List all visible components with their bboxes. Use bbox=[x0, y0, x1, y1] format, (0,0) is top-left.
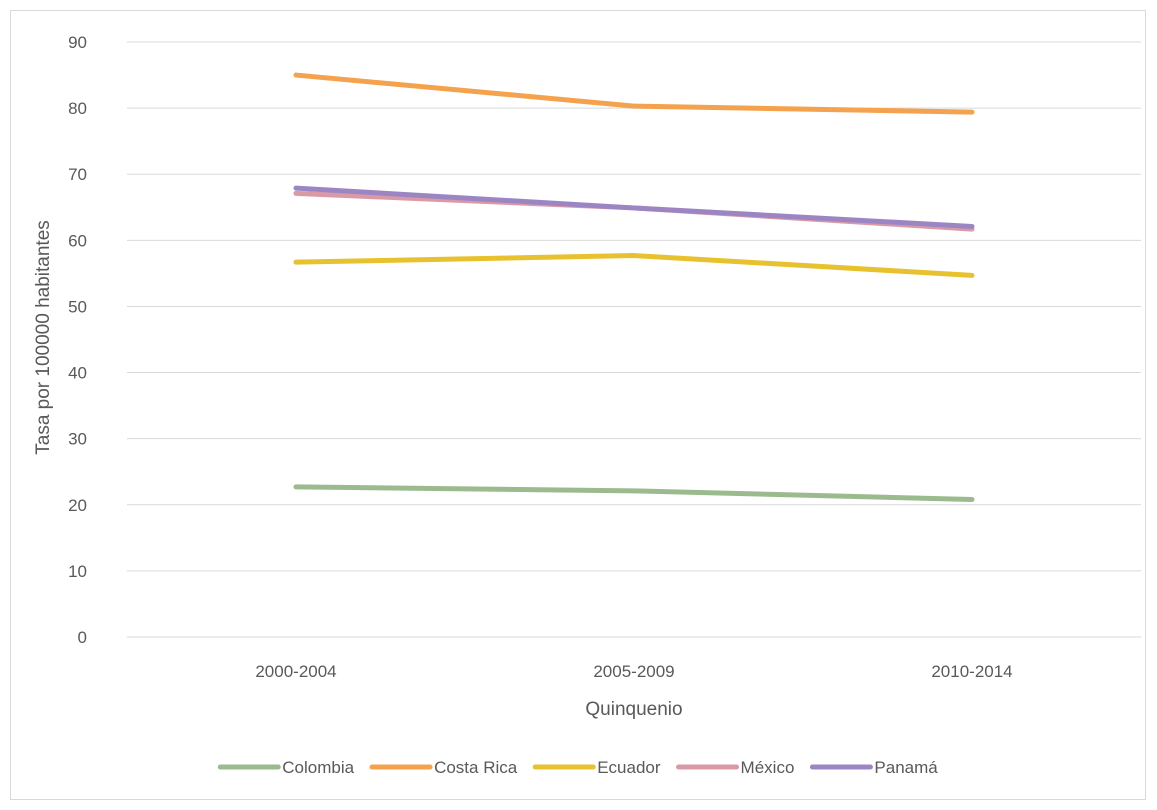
legend-item: Colombia bbox=[217, 758, 355, 777]
series-line-panama bbox=[293, 185, 975, 229]
legend-label: Colombia bbox=[282, 758, 354, 777]
y-tick-label: 90 bbox=[68, 33, 87, 52]
series-line-costa-rica bbox=[293, 72, 975, 115]
chart-area: 0 10 20 30 40 50 60 70 80 90 2000-2004 2005-2009 20… bbox=[10, 10, 1146, 800]
y-tick-label: 30 bbox=[68, 430, 87, 449]
y-tick-label: 40 bbox=[68, 364, 87, 383]
y-axis-title: Tasa por 100000 habitantes bbox=[33, 220, 54, 455]
legend: Colombia Costa Rica Ecuador México Panamá bbox=[217, 758, 938, 777]
legend-item: Costa Rica bbox=[369, 758, 518, 777]
legend-item: Panamá bbox=[809, 758, 938, 777]
y-tick-label: 60 bbox=[68, 231, 87, 250]
y-tick-label: 10 bbox=[68, 562, 87, 581]
y-axis-tick-labels: 0 10 20 30 40 50 60 70 80 90 bbox=[68, 33, 87, 647]
legend-label: Panamá bbox=[874, 758, 938, 777]
x-tick-label: 2010-2014 bbox=[931, 662, 1012, 681]
y-tick-label: 0 bbox=[78, 628, 87, 647]
x-tick-label: 2005-2009 bbox=[593, 662, 674, 681]
y-tick-label: 20 bbox=[68, 496, 87, 515]
x-axis-tick-labels: 2000-2004 2005-2009 2010-2014 bbox=[255, 662, 1012, 681]
legend-item: México bbox=[676, 758, 795, 777]
y-tick-label: 50 bbox=[68, 297, 87, 316]
series-lines bbox=[293, 72, 975, 502]
legend-item: Ecuador bbox=[532, 758, 661, 777]
gridlines bbox=[127, 41, 1141, 638]
legend-label: Ecuador bbox=[597, 758, 661, 777]
y-tick-label: 70 bbox=[68, 165, 87, 184]
series-line-mexico bbox=[293, 190, 975, 232]
y-tick-label: 80 bbox=[68, 99, 87, 118]
x-axis-title: Quinquenio bbox=[585, 699, 682, 720]
legend-label: Costa Rica bbox=[434, 758, 518, 777]
legend-label: México bbox=[741, 758, 795, 777]
series-line-ecuador bbox=[293, 253, 975, 278]
series-line-colombia bbox=[293, 484, 975, 502]
x-tick-label: 2000-2004 bbox=[255, 662, 336, 681]
